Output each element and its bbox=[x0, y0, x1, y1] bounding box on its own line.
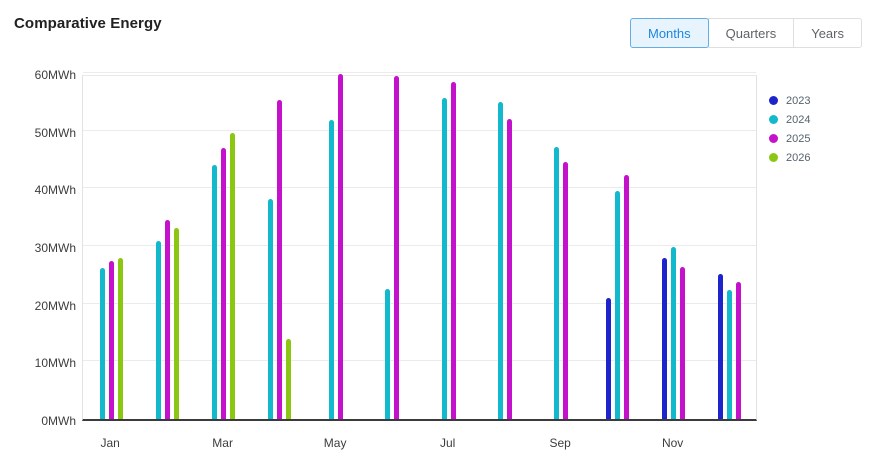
bar-2024-jul[interactable] bbox=[441, 98, 447, 419]
x-axis-tick-label: Nov bbox=[661, 436, 684, 450]
bar-2025-sep[interactable] bbox=[563, 161, 569, 419]
x-axis-tick-label: Sep bbox=[549, 436, 571, 450]
y-axis-tick-label: 40MWh bbox=[34, 183, 76, 198]
legend-item-2025[interactable]: 2025 bbox=[769, 129, 810, 148]
tab-years[interactable]: Years bbox=[793, 18, 862, 48]
legend: 2023 2024 2025 2026 bbox=[769, 91, 810, 167]
bar-2025-apr[interactable] bbox=[277, 100, 283, 419]
gridline bbox=[83, 129, 756, 131]
y-axis-tick-label: 30MWh bbox=[34, 241, 76, 255]
bar-2023-oct[interactable] bbox=[605, 298, 611, 419]
bar-2025-oct[interactable] bbox=[623, 174, 629, 419]
bar-2024-jun[interactable] bbox=[385, 289, 391, 419]
y-axis-tick-label: 0MWh bbox=[41, 414, 76, 428]
bar-2023-dec[interactable] bbox=[718, 273, 724, 419]
x-axis-tick-label: Jul bbox=[439, 436, 456, 450]
legend-label: 2026 bbox=[786, 151, 811, 164]
x-axis-tick-label: Jan bbox=[100, 436, 120, 450]
legend-label: 2024 bbox=[786, 113, 811, 126]
x-axis-tick-label: Mar bbox=[212, 436, 233, 450]
bar-2025-jan[interactable] bbox=[108, 261, 114, 419]
tab-months[interactable]: Months bbox=[630, 18, 709, 48]
bar-2025-mar[interactable] bbox=[221, 147, 227, 419]
legend-item-2023[interactable]: 2023 bbox=[769, 91, 810, 110]
x-axis-tick-label: May bbox=[323, 436, 347, 450]
bar-2024-aug[interactable] bbox=[497, 102, 503, 419]
bar-2024-feb[interactable] bbox=[155, 241, 161, 419]
legend-label: 2023 bbox=[786, 94, 811, 107]
legend-color-dot bbox=[769, 115, 778, 124]
bar-2024-may[interactable] bbox=[329, 120, 335, 419]
legend-color-dot bbox=[769, 96, 778, 105]
bar-2026-feb[interactable] bbox=[173, 228, 179, 419]
y-axis-tick-label: 60MWh bbox=[34, 68, 76, 82]
bar-2024-sep[interactable] bbox=[554, 147, 560, 419]
bar-2025-may[interactable] bbox=[338, 74, 344, 419]
legend-item-2026[interactable]: 2026 bbox=[769, 148, 810, 167]
bar-2025-jul[interactable] bbox=[450, 81, 456, 419]
period-tab-group: Months Quarters Years bbox=[630, 18, 862, 48]
y-axis-tick-label: 50MWh bbox=[34, 125, 76, 140]
gridline bbox=[83, 187, 756, 189]
x-axis: Jan Mar May Jul Sep Nov bbox=[82, 436, 757, 452]
legend-color-dot bbox=[769, 134, 778, 143]
bar-2026-apr[interactable] bbox=[286, 338, 292, 419]
bar-2026-mar[interactable] bbox=[230, 132, 236, 419]
y-axis-tick-label: 20MWh bbox=[34, 298, 76, 313]
bar-2025-dec[interactable] bbox=[736, 282, 742, 419]
bar-2025-aug[interactable] bbox=[506, 118, 512, 419]
tab-quarters[interactable]: Quarters bbox=[707, 18, 795, 48]
gridline bbox=[83, 302, 756, 304]
bar-2024-dec[interactable] bbox=[727, 289, 733, 419]
plot-area bbox=[82, 72, 757, 421]
bar-2025-nov[interactable] bbox=[680, 266, 686, 419]
bar-2024-mar[interactable] bbox=[212, 165, 218, 419]
bar-2024-oct[interactable] bbox=[614, 191, 620, 419]
bar-2025-jun[interactable] bbox=[394, 76, 400, 419]
gridline bbox=[83, 72, 756, 73]
legend-item-2024[interactable]: 2024 bbox=[769, 110, 810, 129]
gridline bbox=[83, 360, 756, 362]
bar-2026-jan[interactable] bbox=[117, 257, 123, 419]
bar-2024-apr[interactable] bbox=[268, 199, 274, 419]
page-title: Comparative Energy bbox=[14, 15, 162, 32]
bar-2025-feb[interactable] bbox=[164, 220, 170, 419]
legend-color-dot bbox=[769, 153, 778, 162]
y-axis-tick-label: 10MWh bbox=[34, 356, 76, 371]
bar-2024-jan[interactable] bbox=[99, 267, 105, 419]
gridline bbox=[83, 245, 756, 246]
bar-2023-nov[interactable] bbox=[662, 257, 668, 419]
legend-label: 2025 bbox=[786, 132, 811, 145]
bar-2024-nov[interactable] bbox=[671, 246, 677, 419]
